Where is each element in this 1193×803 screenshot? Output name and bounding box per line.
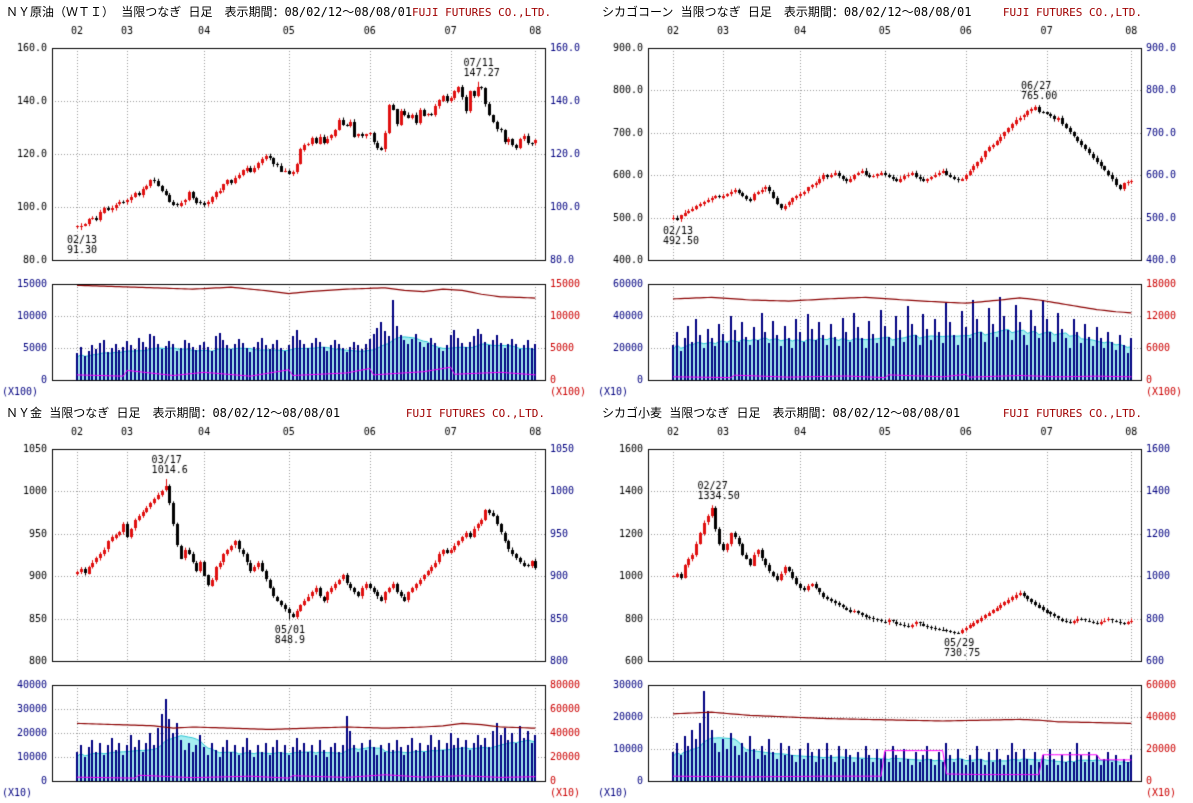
panel-header: シカゴ小麦 当限つなぎ 日足 表示期間：08/02/12～08/08/01 FU…	[596, 401, 1193, 420]
brand-label: FUJI FUTURES CO.,LTD.	[1002, 6, 1142, 19]
chart-canvas-wti-crude	[0, 18, 596, 401]
chart-canvas-ny-gold	[0, 419, 596, 802]
panel-header: ＮＹ原油（ＷＴＩ） 当限つなぎ 日足 表示期間：08/02/12～08/08/0…	[0, 0, 596, 19]
chart-title: ＮＹ原油（ＷＴＩ） 当限つなぎ 日足 表示期間：08/02/12～08/08/0…	[6, 5, 413, 19]
chart-panel-ny-gold: ＮＹ金 当限つなぎ 日足 表示期間：08/02/12～08/08/01 FUJI…	[0, 401, 596, 803]
brand-label: FUJI FUTURES CO.,LTD.	[405, 407, 545, 420]
panel-header: シカゴコーン 当限つなぎ 日足 表示期間：08/02/12～08/08/01 F…	[596, 0, 1193, 19]
panel-header: ＮＹ金 当限つなぎ 日足 表示期間：08/02/12～08/08/01 FUJI…	[0, 401, 596, 420]
chart-canvas-chicago-wheat	[596, 419, 1192, 802]
chart-panel-chicago-corn: シカゴコーン 当限つなぎ 日足 表示期間：08/02/12～08/08/01 F…	[596, 0, 1193, 401]
chart-title: シカゴ小麦 当限つなぎ 日足 表示期間：08/02/12～08/08/01	[602, 406, 961, 420]
chart-title: シカゴコーン 当限つなぎ 日足 表示期間：08/02/12～08/08/01	[602, 5, 972, 19]
chart-panel-ny-crude-wti: ＮＹ原油（ＷＴＩ） 当限つなぎ 日足 表示期間：08/02/12～08/08/0…	[0, 0, 596, 401]
chart-panel-chicago-wheat: シカゴ小麦 当限つなぎ 日足 表示期間：08/02/12～08/08/01 FU…	[596, 401, 1193, 803]
brand-label: FUJI FUTURES CO.,LTD.	[412, 6, 552, 19]
chart-canvas-chicago-corn	[596, 18, 1192, 401]
brand-label: FUJI FUTURES CO.,LTD.	[1002, 407, 1142, 420]
chart-title: ＮＹ金 当限つなぎ 日足 表示期間：08/02/12～08/08/01	[6, 406, 341, 420]
